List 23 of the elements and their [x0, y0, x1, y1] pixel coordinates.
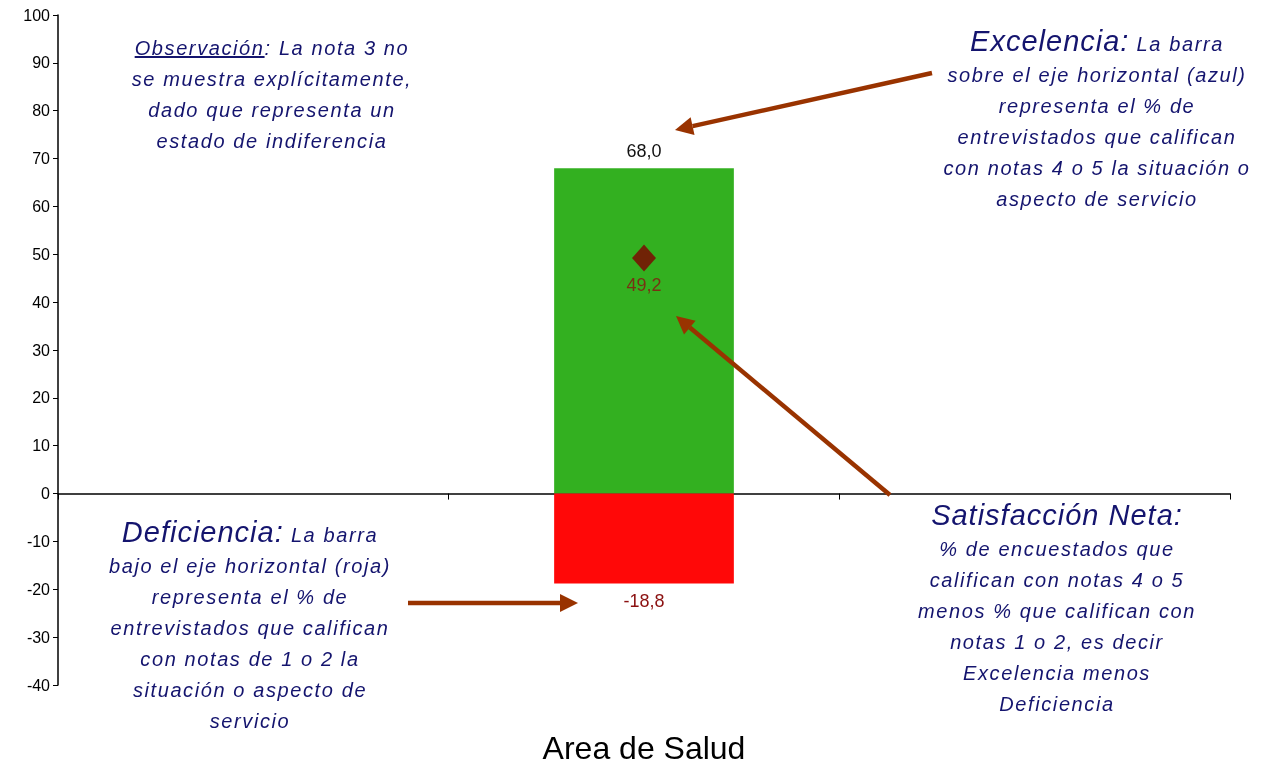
annotation: Excelencia: La barra sobre el eje horizontal (azul) representa el % de entrevistados que califican con notas 4 o 5 la situación o aspecto de servicio	[942, 25, 1252, 212]
y-tick-label: 10	[32, 437, 51, 455]
y-tick-label: -10	[26, 532, 51, 550]
y-tick-label: -20	[26, 580, 51, 598]
y-tick-label: -30	[26, 628, 51, 646]
y-tick-label: -40	[26, 676, 51, 694]
annotation: Satisfacción Neta: % de encuestados que califican con notas 4 o 5 menos % que califican con notas 1 o 2, es decir Excelencia menos Deficiencia	[917, 498, 1197, 717]
y-tick-label: 40	[32, 293, 51, 311]
data-label: 49,2	[626, 274, 662, 295]
y-tick-label: 20	[32, 389, 51, 407]
y-tick-label: 50	[32, 245, 51, 263]
annotation: Observación: La nota 3 no se muestra explícitamente, dado que representa un estado de indiferencia	[130, 36, 414, 154]
y-tick-label: 70	[32, 150, 51, 168]
y-tick-label: 100	[23, 6, 51, 24]
y-tick-label: 60	[32, 197, 51, 215]
data-label: -18,8	[623, 590, 665, 611]
y-tick-label: 90	[32, 54, 51, 72]
x-axis-title: Area de Salud	[542, 730, 746, 766]
y-tick-label: 30	[32, 341, 51, 359]
y-tick-label: 0	[41, 485, 51, 503]
annotation: Deficiencia: La barra bajo el eje horizontal (roja) representa el % de entrevistados que califican con notas de 1 o 2 la situación o aspecto de servicio	[107, 516, 393, 734]
data-label: 68,0	[626, 141, 662, 162]
y-tick-label: 80	[32, 102, 51, 120]
